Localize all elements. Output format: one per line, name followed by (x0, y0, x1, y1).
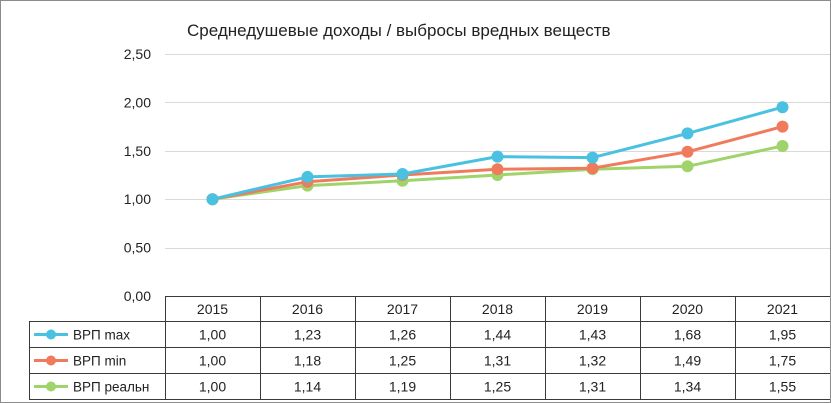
table-value-cell: 1,34 (674, 379, 701, 395)
data-point (586, 151, 599, 164)
x-category-label: 2017 (387, 301, 418, 317)
legend-entry-label: ВРП max (73, 328, 130, 343)
x-category-label: 2015 (197, 301, 228, 317)
table-value-cell: 1,18 (294, 353, 321, 369)
table-value-cell: 1,43 (579, 327, 606, 343)
data-point (776, 120, 789, 133)
data-point (776, 139, 789, 152)
table-value-cell: 1,25 (389, 353, 416, 369)
data-point (396, 168, 409, 181)
data-table: 2015 2016 2017 2018 2019 2020 2021 ВРП max 1,00 1… (29, 296, 830, 400)
y-tick-label: 1,00 (124, 191, 151, 207)
table-value-cell: 1,00 (199, 353, 226, 369)
table-value-cell: 1,75 (769, 353, 796, 369)
x-category-label: 2016 (292, 301, 323, 317)
legend-key-marker (46, 329, 56, 340)
x-category-label: 2021 (767, 301, 798, 317)
series-lines (206, 101, 789, 206)
data-point (301, 170, 314, 183)
table-value-cell: 1,19 (389, 379, 416, 395)
table-value-cell: 1,26 (389, 327, 416, 343)
y-tick-label: 0,00 (124, 288, 151, 304)
y-tick-label: 2,00 (124, 94, 151, 110)
table-value-cell: 1,32 (579, 353, 606, 369)
y-axis-ticks: 0,00 0,50 1,00 1,50 2,00 2,50 (124, 46, 151, 304)
data-point (681, 145, 694, 158)
table-value-cell: 1,68 (674, 327, 701, 343)
data-point (491, 150, 504, 163)
data-point (776, 101, 789, 114)
table-value-cell: 1,00 (199, 327, 226, 343)
chart-title: Среднедушевые доходы / выбросы вредных в… (187, 21, 611, 40)
x-category-label: 2018 (482, 301, 513, 317)
table-value-cell: 1,23 (294, 327, 321, 343)
table-value-cell: 1,31 (579, 379, 606, 395)
y-tick-label: 2,50 (124, 46, 151, 62)
y-tick-label: 0,50 (124, 240, 151, 256)
y-tick-label: 1,50 (124, 143, 151, 159)
table-value-cell: 1,95 (769, 327, 796, 343)
legend-entry-label: ВРП min (73, 354, 126, 369)
x-category-label: 2019 (577, 301, 608, 317)
legend-key-marker (46, 381, 56, 392)
table-value-cell: 1,49 (674, 353, 701, 369)
table-value-cell: 1,25 (484, 379, 511, 395)
table-value-cell: 1,14 (294, 379, 321, 395)
table-value-cell: 1,31 (484, 353, 511, 369)
data-point (681, 127, 694, 140)
legend-key-marker (46, 355, 56, 366)
table-value-cell: 1,00 (199, 379, 226, 395)
data-point (586, 162, 599, 175)
data-point (206, 193, 219, 206)
table-value-cell: 1,44 (484, 327, 511, 343)
table-value-cell: 1,55 (769, 379, 796, 395)
data-point (491, 163, 504, 176)
data-point (681, 160, 694, 173)
legend-entry-label: ВРП реальн (73, 380, 149, 395)
x-category-label: 2020 (672, 301, 703, 317)
